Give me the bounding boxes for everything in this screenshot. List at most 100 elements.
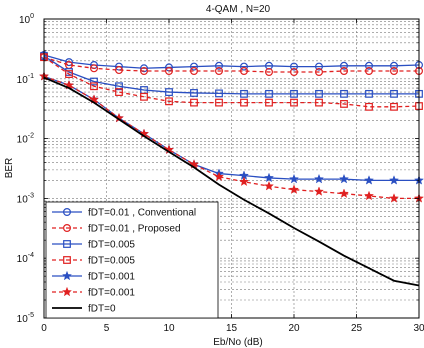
data-point: [240, 62, 249, 71]
x-tick-label: 30: [413, 323, 424, 334]
data-point: [114, 62, 123, 71]
data-point: [190, 98, 198, 107]
y-tick-label: 10-2: [17, 133, 34, 146]
data-point: [215, 98, 223, 107]
x-tick-label: 10: [163, 323, 175, 334]
data-point: [215, 61, 224, 70]
series-6: [38, 71, 424, 203]
legend-label: fDT=0.01 , Conventional: [88, 208, 196, 219]
data-point: [265, 67, 274, 76]
data-point: [315, 67, 324, 76]
data-point: [288, 173, 300, 184]
x-tick-label: 15: [226, 323, 238, 334]
data-point: [64, 58, 73, 67]
data-point: [140, 67, 149, 76]
series-line: [43, 55, 419, 95]
data-point: [365, 67, 374, 76]
legend-entry: fDT=0.001: [52, 270, 135, 283]
legend-entry: fDT=0.001: [52, 286, 135, 299]
data-point: [265, 98, 273, 107]
legend-label: fDT=0: [88, 304, 116, 315]
data-point: [263, 172, 275, 183]
legend-label: fDT=0.01 , Proposed: [88, 224, 181, 235]
data-point: [140, 92, 148, 101]
x-tick-label: 20: [288, 323, 300, 334]
data-point: [240, 89, 248, 98]
data-point: [263, 180, 275, 191]
legend-entry: fDT=0.005: [52, 256, 135, 267]
data-point: [213, 171, 225, 182]
series-line: [43, 54, 420, 69]
data-point: [315, 98, 323, 107]
data-point: [363, 190, 375, 201]
data-point: [238, 176, 250, 187]
series-line: [43, 56, 420, 108]
y-axis-title: BER: [4, 158, 15, 179]
legend-entry: fDT=0.01 , Conventional: [52, 208, 196, 219]
data-point: [265, 61, 274, 70]
data-point: [390, 89, 398, 98]
series-line: [43, 76, 420, 287]
data-point: [290, 62, 299, 71]
data-point: [390, 61, 399, 70]
legend-label: fDT=0.001: [88, 272, 135, 283]
data-point: [240, 98, 248, 107]
data-point: [215, 89, 223, 98]
data-point: [363, 175, 375, 185]
data-point: [315, 89, 323, 98]
series-7: [43, 76, 420, 287]
data-point: [190, 62, 199, 71]
legend-marker: [63, 240, 71, 248]
series-4: [40, 53, 423, 111]
data-point: [165, 88, 173, 96]
data-point: [388, 193, 400, 203]
series-layer: [38, 51, 424, 287]
data-point: [365, 89, 373, 98]
data-point: [90, 77, 98, 86]
legend-entry: fDT=0: [52, 304, 116, 315]
chart-title: 4-QAM , N=20: [206, 4, 271, 15]
y-tick-label: 10-3: [17, 192, 34, 205]
data-point: [190, 67, 199, 76]
data-point: [338, 188, 350, 198]
data-point: [365, 102, 373, 111]
axes: 0 5 10 15 20 25 30 100 10-1 10-2 10-3 10-4 10-5: [17, 13, 424, 334]
x-tick-label: 5: [104, 323, 110, 334]
y-tick-label: 10-4: [17, 252, 34, 265]
data-point: [290, 98, 298, 107]
data-point: [114, 66, 123, 75]
data-point: [215, 67, 224, 76]
x-tick-label: 0: [41, 323, 47, 334]
data-point: [165, 67, 174, 76]
data-point: [315, 62, 324, 71]
legend-entry: fDT=0.005: [52, 240, 135, 251]
legend-label: fDT=0.001: [88, 288, 135, 299]
data-point: [115, 88, 123, 96]
data-point: [190, 89, 198, 97]
y-tick-label: 100: [19, 13, 34, 26]
data-point: [365, 61, 374, 70]
data-point: [340, 67, 349, 76]
series-line: [43, 75, 419, 200]
data-point: [290, 89, 298, 98]
data-point: [165, 97, 173, 106]
data-point: [240, 67, 249, 76]
legend-marker: [62, 224, 71, 233]
legend-label: fDT=0.005: [88, 256, 135, 267]
data-point: [90, 82, 98, 91]
data-point: [388, 175, 400, 185]
legend-marker: [63, 256, 71, 264]
data-point: [65, 70, 73, 78]
data-point: [115, 82, 123, 91]
series-line: [43, 56, 419, 73]
legend-marker: [62, 208, 71, 217]
data-point: [338, 173, 350, 184]
data-point: [390, 67, 399, 76]
data-point: [340, 89, 348, 98]
data-point: [313, 173, 325, 184]
legend-label: fDT=0.005: [88, 240, 135, 251]
x-axis-title: Eb/No (dB): [213, 337, 262, 348]
data-point: [390, 102, 398, 111]
data-point: [140, 64, 149, 73]
